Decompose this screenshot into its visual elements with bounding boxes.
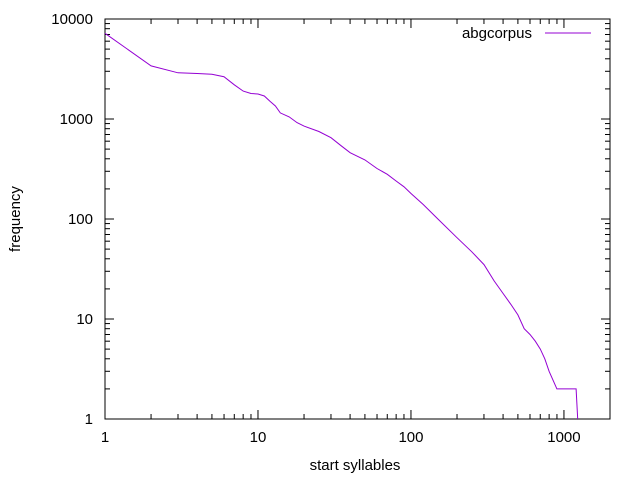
x-tick-label: 10 (250, 429, 267, 446)
legend: abgcorpus (462, 25, 591, 42)
y-tick-label: 10000 (51, 11, 93, 28)
x-tick-label: 1 (101, 429, 109, 446)
x-tick-label: 1000 (547, 429, 580, 446)
series-line-abgcorpus (104, 32, 579, 420)
legend-label: abgcorpus (462, 25, 532, 42)
y-tick-label: 100 (68, 211, 93, 228)
y-tick-label: 1000 (60, 111, 93, 128)
y-tick-label: 10 (76, 311, 93, 328)
y-tick-label: 1 (85, 411, 93, 428)
plot-frame (104, 18, 611, 420)
y-axis-title: frequency (7, 186, 24, 252)
x-axis-title: start syllables (310, 457, 401, 474)
x-tick-label: 100 (398, 429, 423, 446)
